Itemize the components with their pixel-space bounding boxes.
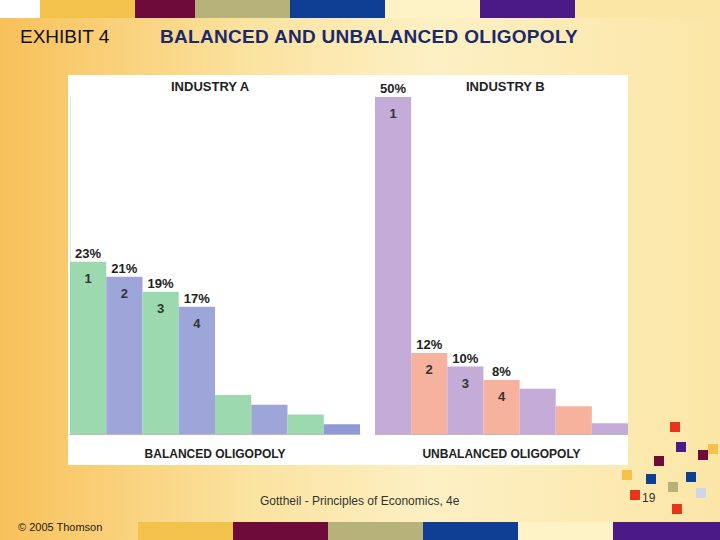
- svg-text:50%: 50%: [380, 81, 406, 96]
- html-text:BALANCED AND UNBALANCED OLIGOP: BALANCED AND UNBALANCED OLIGOPOLY: [160, 26, 579, 47]
- svg-text:10%: 10%: [452, 351, 478, 366]
- svg-text:19%: 19%: [148, 276, 174, 291]
- svg-text:1: 1: [85, 271, 92, 286]
- svg-text:UNBALANCED OLIGOPOLY: UNBALANCED OLIGOPOLY: [422, 447, 580, 461]
- svg-text:4: 4: [498, 389, 506, 404]
- svg-text:12%: 12%: [416, 337, 442, 352]
- svg-text:8%: 8%: [492, 364, 511, 379]
- svg-text:3: 3: [462, 376, 469, 391]
- svg-text:17%: 17%: [184, 291, 210, 306]
- html-text:19: 19: [642, 491, 656, 505]
- svg-text:1: 1: [389, 106, 396, 121]
- svg-text:2: 2: [426, 362, 433, 377]
- html-text:Gottheil - Principles of Econo: Gottheil - Principles of Economics, 4e: [260, 494, 460, 508]
- svg-text:BALANCED OLIGOPOLY: BALANCED OLIGOPOLY: [145, 447, 286, 461]
- html-text:EXHIBIT 4: EXHIBIT 4: [20, 26, 110, 47]
- html-text:© 2005 Thomson: © 2005 Thomson: [18, 521, 103, 533]
- svg-text:2: 2: [121, 286, 128, 301]
- svg-text:21%: 21%: [111, 261, 137, 276]
- svg-text:INDUSTRY B: INDUSTRY B: [466, 79, 545, 94]
- svg-text:3: 3: [157, 301, 164, 316]
- svg-text:23%: 23%: [75, 246, 101, 261]
- svg-text:INDUSTRY A: INDUSTRY A: [171, 79, 250, 94]
- svg-text:4: 4: [193, 316, 201, 331]
